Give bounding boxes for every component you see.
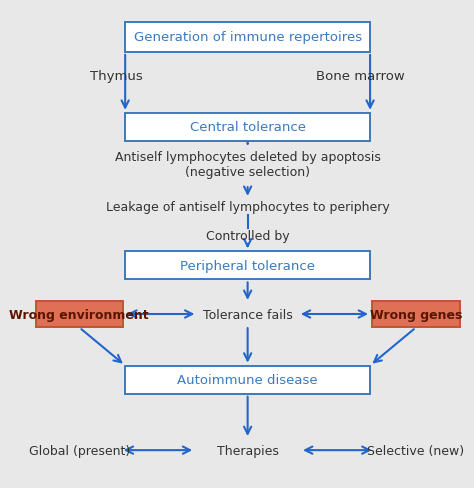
FancyBboxPatch shape (372, 301, 460, 328)
Text: Selective (new): Selective (new) (367, 444, 465, 457)
FancyBboxPatch shape (125, 252, 370, 280)
Text: Wrong genes: Wrong genes (370, 308, 462, 321)
Text: Generation of immune repertoires: Generation of immune repertoires (134, 31, 362, 44)
Text: Antiself lymphocytes deleted by apoptosis
(negative selection): Antiself lymphocytes deleted by apoptosi… (115, 151, 381, 179)
FancyBboxPatch shape (36, 301, 123, 328)
FancyBboxPatch shape (125, 114, 370, 142)
Text: Wrong environment: Wrong environment (9, 308, 149, 321)
FancyBboxPatch shape (125, 23, 370, 53)
Text: Therapies: Therapies (217, 444, 279, 457)
Text: Bone marrow: Bone marrow (316, 70, 405, 83)
Text: Central tolerance: Central tolerance (190, 121, 306, 134)
Text: Thymus: Thymus (90, 70, 143, 83)
FancyBboxPatch shape (125, 366, 370, 394)
Text: Autoimmune disease: Autoimmune disease (177, 373, 318, 386)
Text: Controlled by: Controlled by (206, 229, 290, 242)
Text: Global (present): Global (present) (28, 444, 130, 457)
Text: Leakage of antiself lymphocytes to periphery: Leakage of antiself lymphocytes to perip… (106, 201, 390, 214)
Text: Tolerance fails: Tolerance fails (203, 308, 292, 321)
Text: Peripheral tolerance: Peripheral tolerance (180, 259, 315, 272)
